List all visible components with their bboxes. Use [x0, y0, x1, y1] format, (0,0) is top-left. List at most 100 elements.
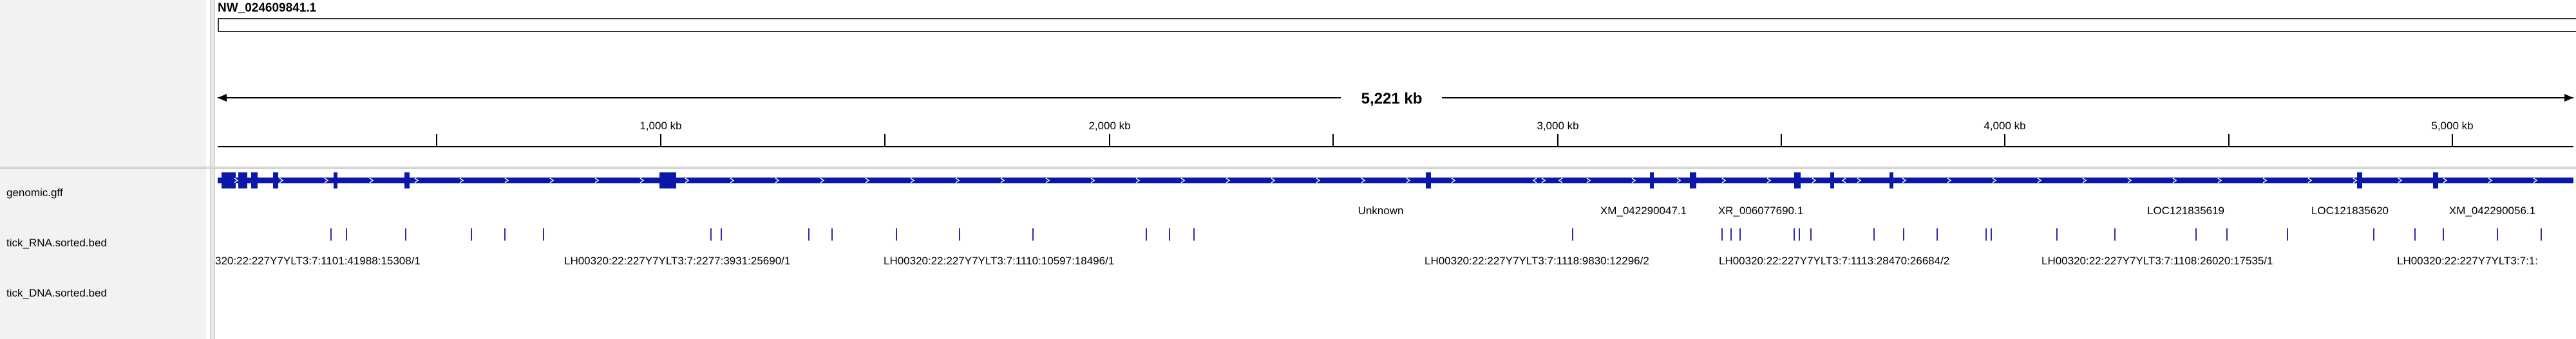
read-label: LH00320:22:227Y7YLT3:7:1118:9830:12296/2 — [1425, 255, 1649, 267]
panel-divider[interactable] — [210, 0, 215, 339]
strand-arrow — [1541, 178, 1546, 183]
rna-track[interactable]: 320:22:227Y7YLT3:7:1101:41988:15308/1 LH… — [215, 228, 2542, 267]
feature-label: XM_042290047.1 — [1600, 205, 1687, 217]
track-name-panel: genomic.gff tick_RNA.sorted.bed tick_DNA… — [0, 0, 206, 339]
strand-arrow — [2533, 178, 2538, 183]
gene-body — [218, 178, 2573, 183]
strand-arrow — [1316, 178, 1321, 183]
strand-arrow — [1451, 178, 1456, 183]
strand-arrow — [459, 178, 464, 183]
strand-arrow — [910, 178, 915, 183]
strand-arrow — [1586, 178, 1591, 183]
strand-arrow — [1841, 178, 1846, 183]
strand-arrow — [1992, 178, 1997, 183]
strand-arrow — [1812, 178, 1817, 183]
strand-arrow — [1676, 178, 1681, 183]
strand-arrow — [2443, 178, 2448, 183]
strand-arrow — [955, 178, 960, 183]
exon-block — [238, 172, 247, 188]
strand-arrow — [594, 178, 600, 183]
strand-arrow — [685, 178, 690, 183]
exon-block — [222, 172, 236, 188]
chromosome-ideogram[interactable] — [218, 18, 2576, 32]
data-panel: NW_024609841.1 5,221 kb 1,000 kb 2,000 k… — [215, 0, 2576, 339]
strand-arrow — [865, 178, 870, 183]
strand-arrow — [2172, 178, 2177, 183]
feature-label: XM_042290056.1 — [2449, 205, 2535, 217]
strand-arrow — [775, 178, 780, 183]
strand-arrow — [1271, 178, 1276, 183]
feature-label: LOC121835620 — [2311, 205, 2389, 217]
ruler-span: 5,221 kb — [218, 90, 2573, 107]
strand-arrow — [1532, 178, 1537, 183]
track-name-genomic-gff[interactable]: genomic.gff — [6, 187, 63, 199]
exon-block — [1426, 172, 1431, 188]
strand-arrow — [1631, 178, 1636, 183]
dna-track-area — [218, 277, 2573, 315]
strand-arrow — [1721, 178, 1727, 183]
strand-arrow — [1135, 178, 1141, 183]
gff-track[interactable]: Unknown XM_042290047.1 XR_006077690.1 LO… — [218, 172, 2573, 217]
exon-block — [666, 172, 676, 188]
strand-arrow — [1090, 178, 1095, 183]
strand-arrow — [1045, 178, 1050, 183]
feature-label: LOC121835619 — [2147, 205, 2224, 217]
ruler-tick-label: 3,000 kb — [1537, 120, 1578, 132]
strand-arrow — [2353, 178, 2358, 183]
span-arrow-left — [218, 94, 227, 102]
exon-block — [2357, 172, 2362, 188]
exon-block — [1889, 172, 1893, 188]
chromosome-name: NW_024609841.1 — [218, 1, 317, 15]
exon-block — [1650, 172, 1654, 188]
dna-track[interactable] — [218, 277, 2573, 315]
ruler-tick-label: 1,000 kb — [639, 120, 681, 132]
strand-arrow — [2217, 178, 2222, 183]
strand-arrow — [730, 178, 735, 183]
read-label: LH00320:22:227Y7YLT3:7:1110:10597:18496/… — [884, 255, 1114, 267]
read-label: LH00320:22:227Y7YLT3:7:1: — [2397, 255, 2538, 267]
strand-arrow — [1857, 178, 1862, 183]
exon-block — [251, 172, 258, 188]
exon-block — [334, 172, 337, 188]
feature-label: Unknown — [1358, 205, 1404, 217]
exon-block — [1690, 172, 1696, 188]
ruler[interactable]: 1,000 kb 2,000 kb 3,000 kb 4,000 kb 5,00… — [218, 120, 2573, 147]
strand-arrow — [2488, 178, 2493, 183]
strand-arrow — [1902, 178, 1907, 183]
ruler-tick-label: 5,000 kb — [2431, 120, 2473, 132]
feature-label: XR_006077690.1 — [1718, 205, 1803, 217]
track-name-tick-rna[interactable]: tick_RNA.sorted.bed — [6, 237, 107, 249]
strand-arrow — [2127, 178, 2132, 183]
read-label: LH00320:22:227Y7YLT3:7:1108:26020:17535/… — [2041, 255, 2273, 267]
strand-arrow — [2398, 178, 2403, 183]
strand-arrow — [820, 178, 825, 183]
strand-arrow — [1406, 178, 1411, 183]
strand-arrow — [1226, 178, 1231, 183]
strand-arrow — [234, 178, 239, 183]
tracks-canvas: 5,221 kb 1,000 kb 2,000 kb 3,000 kb 4,00… — [215, 90, 2573, 315]
strand-arrow — [2082, 178, 2087, 183]
strand-arrow — [549, 178, 554, 183]
read-label: 320:22:227Y7YLT3:7:1101:41988:15308/1 — [215, 255, 421, 267]
exon-block — [2433, 172, 2438, 188]
read-label: LH00320:22:227Y7YLT3:7:2277:3931:25690/1 — [564, 255, 790, 267]
track-name-tick-dna[interactable]: tick_DNA.sorted.bed — [6, 287, 107, 299]
span-arrow-right — [2564, 94, 2573, 102]
strand-arrow — [279, 178, 284, 183]
read-label: LH00320:22:227Y7YLT3:7:1113:28470:26684/… — [1719, 255, 1949, 267]
strand-arrow — [324, 178, 329, 183]
strand-arrow — [1766, 178, 1772, 183]
ruler-tick-label: 4,000 kb — [1984, 120, 2025, 132]
strand-arrow — [1947, 178, 1952, 183]
strand-arrow — [2307, 178, 2313, 183]
strand-arrow — [2262, 178, 2268, 183]
strand-arrow — [1180, 178, 1186, 183]
strand-arrow — [2037, 178, 2042, 183]
strand-arrow — [1361, 178, 1366, 183]
strand-arrow — [1558, 178, 1563, 183]
ruler-tick-label: 2,000 kb — [1088, 120, 1130, 132]
strand-arrow — [504, 178, 509, 183]
exon-block — [273, 172, 278, 188]
exon-block — [1830, 172, 1834, 188]
span-label: 5,221 kb — [1361, 90, 1423, 107]
